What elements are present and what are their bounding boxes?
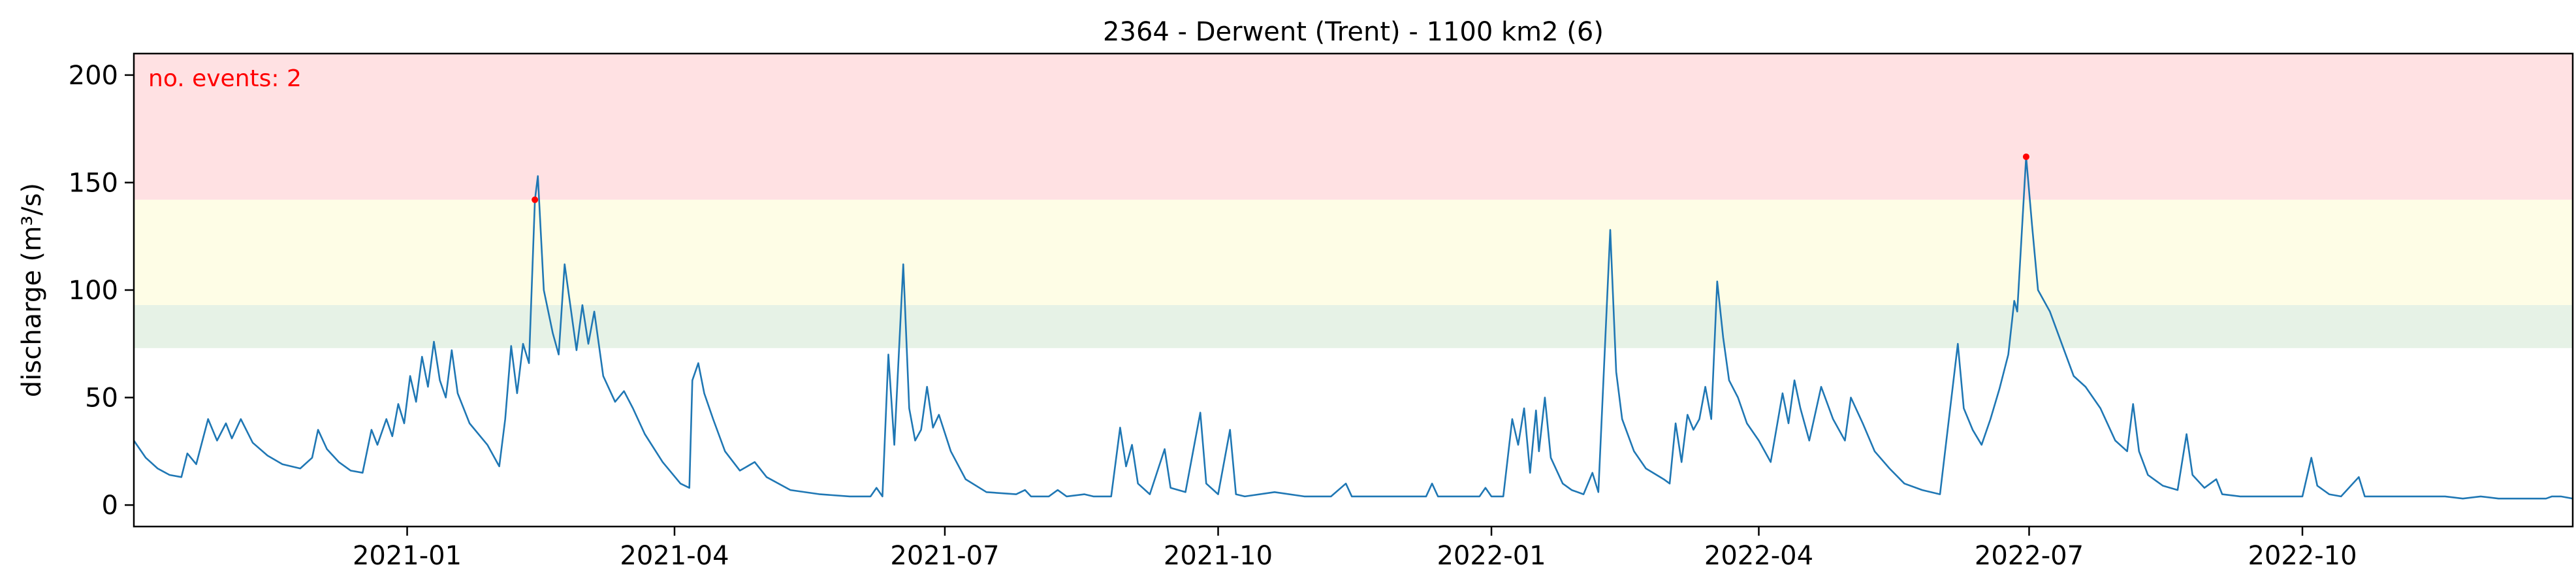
events-count-annotation: no. events: 2 — [148, 65, 302, 92]
chart-title: 2364 - Derwent (Trent) - 1100 km2 (6) — [1103, 17, 1604, 47]
x-tick-label: 2022-01 — [1437, 541, 1546, 569]
y-tick-label: 0 — [102, 491, 118, 521]
series-layer — [133, 155, 2573, 500]
y-axis-label: discharge (m³/s) — [17, 183, 47, 397]
event-markers — [532, 153, 2029, 203]
y-tick-label: 200 — [69, 61, 118, 91]
event-point-1 — [2022, 153, 2029, 160]
y-axis: 0 50 100 150 200 — [69, 61, 134, 521]
series-line-0 — [133, 155, 2573, 500]
event-point-0 — [532, 196, 539, 203]
x-tick-label: 2022-10 — [2248, 541, 2357, 569]
y-tick-label: 100 — [69, 276, 118, 306]
threshold-band-red — [134, 54, 2573, 200]
threshold-bands — [134, 54, 2573, 348]
x-tick-label: 2021-01 — [353, 541, 462, 569]
x-tick-label: 2021-10 — [1164, 541, 1273, 569]
y-tick-label: 50 — [85, 383, 118, 414]
threshold-band-yellow — [134, 199, 2573, 306]
threshold-band-green — [134, 305, 2573, 348]
x-tick-label: 2021-04 — [620, 541, 729, 569]
x-tick-label: 2022-04 — [1704, 541, 1813, 569]
x-axis: 2021-01 2021-04 2021-07 2021-10 2022-01 2022-… — [353, 527, 2357, 569]
x-tick-label: 2022-07 — [1975, 541, 2084, 569]
y-tick-label: 150 — [69, 168, 118, 198]
x-tick-label: 2021-07 — [890, 541, 999, 569]
